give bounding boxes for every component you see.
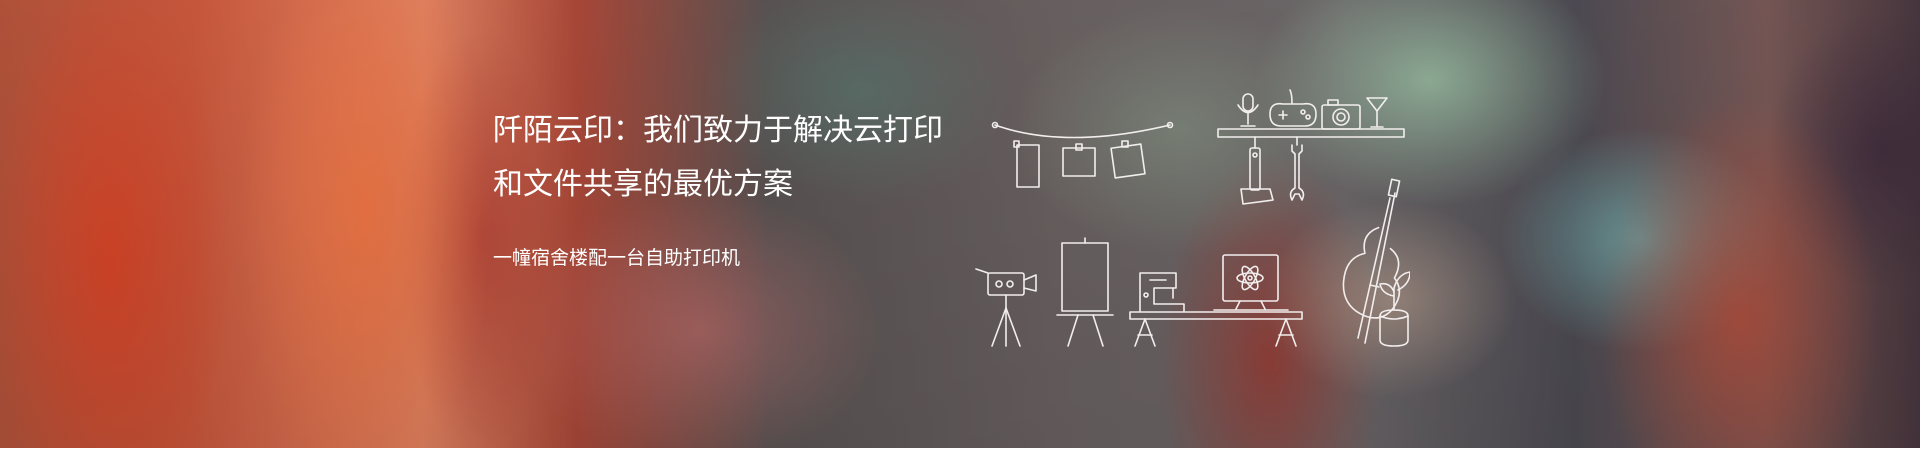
headline-line-2: 和文件共享的最优方案 (493, 167, 793, 202)
cello-icon (1342, 178, 1401, 344)
bunting-icon (991, 121, 1174, 188)
line-art-illustration (970, 88, 1410, 358)
gamepad-icon (1269, 89, 1317, 127)
plant-pot-icon (1379, 271, 1410, 347)
shelf-icon (1217, 128, 1405, 138)
desk-icon (1129, 311, 1303, 347)
camera-icon (1321, 99, 1361, 130)
cocktail-glass-icon (1366, 97, 1388, 128)
banner-headline: 阡陌云印：我们致力于解决云打印 和文件共享的最优方案 (493, 104, 963, 212)
easel-icon (1056, 237, 1114, 347)
monitor-atom-icon (1213, 254, 1289, 311)
headline-line-1: 阡陌云印：我们致力于解决云打印 (493, 113, 943, 148)
banner-subline: 一幢宿舍楼配一台自助打印机 (493, 247, 741, 269)
microphone-icon (1237, 93, 1259, 127)
sewing-machine-icon (1139, 272, 1185, 312)
movie-camera-icon (975, 268, 1037, 347)
bottom-divider (0, 448, 1920, 450)
wrench-icon (1289, 136, 1305, 201)
hammer-icon (1240, 136, 1274, 205)
